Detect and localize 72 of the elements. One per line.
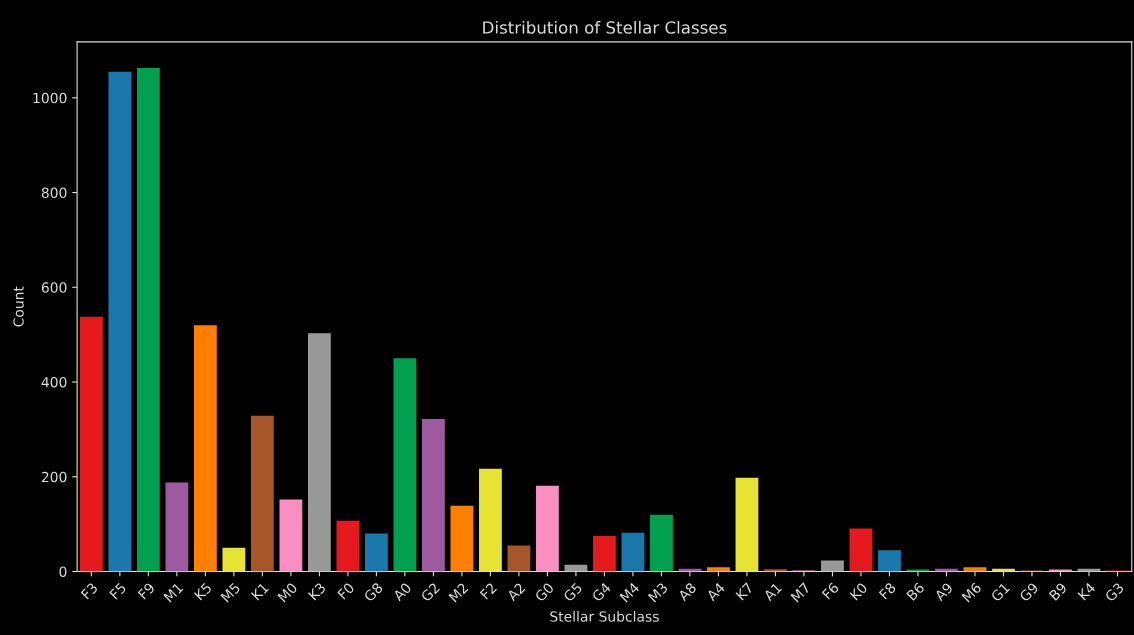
x-tick-label: K7: [735, 582, 754, 601]
x-tick-label: F8: [878, 582, 897, 600]
x-tick-label: A2: [506, 582, 526, 602]
x-tick-label: M0: [277, 582, 298, 603]
bar: [821, 560, 844, 572]
x-tick-label: M5: [220, 582, 241, 603]
y-tick-label: 0: [59, 566, 67, 577]
bar: [650, 514, 673, 572]
x-tick-label: A0: [392, 582, 412, 602]
bar: [593, 535, 616, 572]
x-tick-label: K0: [849, 582, 868, 601]
bar: [878, 550, 901, 572]
x-tick-label: G1: [990, 582, 1011, 603]
x-tick-label: A4: [705, 582, 726, 602]
x-tick-label: M2: [448, 582, 469, 603]
y-tick-label: 800: [41, 187, 67, 199]
chart-title: Distribution of Stellar Classes: [483, 20, 727, 34]
x-tick-label: M7: [790, 582, 811, 603]
x-tick-label: F5: [109, 582, 127, 600]
x-tick-label: F3: [80, 582, 99, 600]
bar: [136, 67, 160, 572]
x-tick-label: G3: [1104, 582, 1125, 603]
x-tick-label: F2: [479, 582, 497, 600]
bar: [707, 567, 730, 572]
y-tick-label: 400: [41, 376, 67, 388]
x-tick-label: M6: [961, 582, 982, 603]
x-tick-label: G8: [363, 582, 384, 603]
x-tick-label: G2: [420, 582, 441, 603]
x-tick-label: K1: [250, 582, 269, 601]
x-tick-label: A1: [762, 582, 782, 602]
bar: [364, 533, 388, 572]
x-tick-label: M4: [619, 582, 640, 603]
bar: [250, 415, 274, 572]
bar: [193, 325, 217, 572]
bar: [422, 418, 445, 572]
bar: [479, 468, 502, 572]
x-tick-label: M1: [163, 582, 184, 603]
x-tick-label: A8: [677, 582, 697, 602]
x-tick-label: G0: [534, 582, 555, 603]
x-tick-label: B6: [906, 582, 925, 601]
bar: [450, 505, 474, 572]
x-tick-label: K5: [193, 582, 213, 601]
x-tick-label: F9: [137, 582, 156, 600]
bar: [621, 532, 645, 572]
bar: [165, 482, 189, 572]
bar: [393, 358, 417, 572]
x-tick-label: F6: [821, 582, 840, 600]
y-tick-label: 1000: [33, 92, 67, 104]
x-tick-label: K3: [307, 582, 327, 601]
x-tick-label: G9: [1018, 582, 1039, 603]
x-tick-label: G5: [562, 582, 583, 603]
x-tick-label: F0: [337, 582, 355, 600]
x-tick-label: B9: [1048, 582, 1068, 601]
bar: [735, 477, 759, 572]
bar: [849, 528, 873, 572]
bar: [507, 545, 531, 572]
x-tick-label: A9: [933, 582, 954, 602]
bar: [336, 520, 360, 572]
x-tick-label: M3: [647, 582, 669, 603]
x-tick-label: G4: [591, 581, 612, 603]
bar: [307, 333, 331, 572]
x-tick-label: K4: [1077, 582, 1096, 601]
y-tick-label: 200: [41, 471, 67, 483]
bar: [222, 547, 246, 572]
y-tick-label: 600: [41, 282, 67, 293]
x-axis-title: Stellar Subclass: [550, 611, 659, 622]
bar: [536, 485, 559, 572]
bar: [79, 316, 103, 572]
bar: [108, 71, 132, 572]
bar: [279, 499, 303, 572]
bar: [963, 567, 987, 572]
y-axis-title: Count: [13, 286, 24, 327]
